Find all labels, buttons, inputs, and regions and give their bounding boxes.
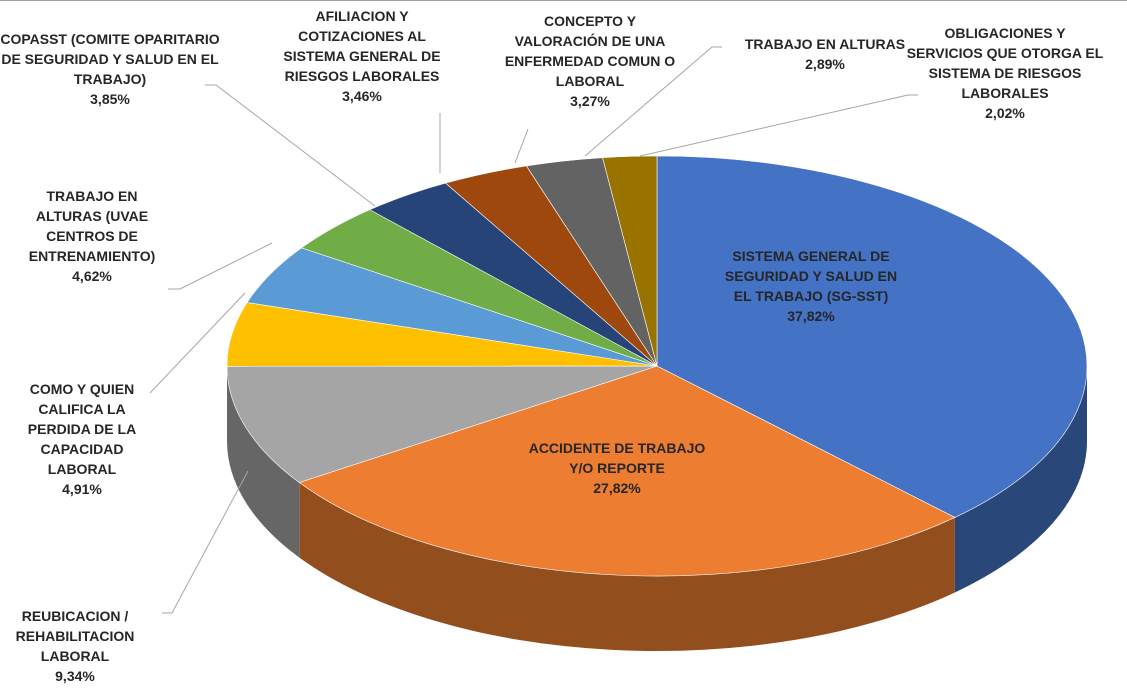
slice: [602, 155, 658, 367]
slice-label: COMO Y QUIEN CALIFICA LA PERDIDA DE LA C…: [22, 379, 142, 499]
slice-label: TRABAJO EN ALTURAS (UVAE CENTROS DE ENTR…: [17, 186, 167, 286]
category-label: COPASST (COMITE OPARITARIO DE SEGURIDAD …: [0, 31, 220, 87]
category-label: ACCIDENTE DE TRABAJO Y/O REPORTE: [528, 440, 706, 476]
slice-label: TRABAJO EN ALTURAS 2,89%: [725, 34, 925, 74]
value-label: 9,34%: [55, 668, 95, 684]
category-label: TRABAJO EN ALTURAS: [744, 36, 906, 52]
leader-line: [205, 84, 376, 207]
slice-label: AFILIACION Y COTIZACIONES AL SISTEMA GEN…: [272, 6, 452, 106]
value-label: 3,46%: [342, 88, 382, 104]
slice-label: OBLIGACIONES Y SERVICIOS QUE OTORGA EL S…: [905, 23, 1105, 123]
category-label: CONCEPTO Y VALORACIÓN DE UNA ENFERMEDAD …: [504, 13, 676, 89]
slice-label: CONCEPTO Y VALORACIÓN DE UNA ENFERMEDAD …: [500, 11, 680, 111]
slice-label: SISTEMA GENERAL DE SEGURIDAD Y SALUD EN …: [716, 246, 906, 326]
value-label: 4,91%: [62, 481, 102, 497]
slice: [656, 155, 1088, 518]
category-label: TRABAJO EN ALTURAS (UVAE CENTROS DE ENTR…: [28, 188, 156, 264]
slice-side: [954, 366, 1087, 593]
leader-line: [149, 292, 246, 394]
leader-line: [639, 94, 918, 157]
category-label: COMO Y QUIEN CALIFICA LA PERDIDA DE LA C…: [27, 381, 137, 477]
category-label: REUBICACION / REHABILITACION LABORAL: [15, 608, 135, 664]
slice: [298, 365, 956, 577]
value-label: 2,89%: [805, 56, 845, 72]
value-label: 2,02%: [985, 105, 1025, 121]
category-label: OBLIGACIONES Y SERVICIOS QUE OTORGA EL S…: [906, 25, 1104, 101]
value-label: 37,82%: [787, 308, 835, 324]
slice-label: COPASST (COMITE OPARITARIO DE SEGURIDAD …: [0, 29, 220, 109]
category-label: AFILIACION Y COTIZACIONES AL SISTEMA GEN…: [283, 8, 441, 84]
value-label: 3,27%: [570, 93, 610, 109]
slice: [226, 365, 658, 483]
leader-line: [162, 470, 249, 614]
slice-side: [227, 366, 300, 558]
value-label: 3,85%: [90, 91, 130, 107]
leader-line: [168, 242, 273, 290]
leader-line: [514, 128, 529, 164]
value-label: 27,82%: [593, 480, 641, 496]
slice-label: ACCIDENTE DE TRABAJO Y/O REPORTE 27,82%: [517, 438, 717, 498]
leader-line: [584, 46, 722, 157]
value-label: 4,62%: [72, 268, 112, 284]
slice-label: REUBICACION / REHABILITACION LABORAL 9,34…: [5, 606, 145, 686]
slice-side: [299, 482, 955, 651]
category-label: SISTEMA GENERAL DE SEGURIDAD Y SALUD EN …: [724, 248, 898, 304]
